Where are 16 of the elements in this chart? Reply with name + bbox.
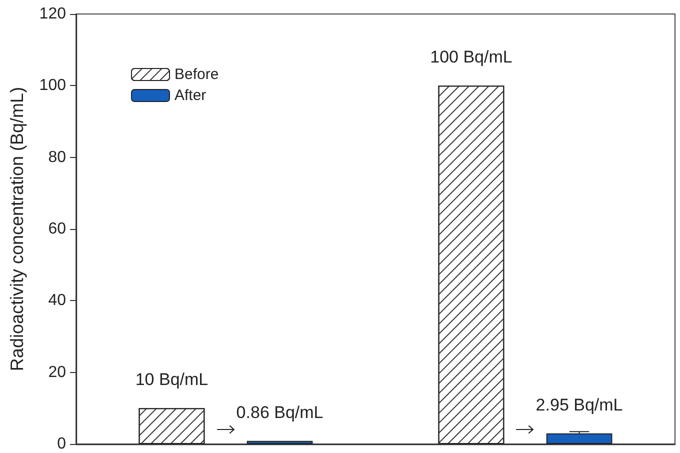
data-label: 100 Bq/mL xyxy=(430,48,512,67)
y-tick-label: 20 xyxy=(48,364,66,381)
y-tick-label: 80 xyxy=(48,148,66,166)
y-tick-label: 0 xyxy=(57,436,66,452)
legend-label: After xyxy=(174,87,206,104)
y-axis-title: Radioactivity concentration (Bq/mL) xyxy=(7,86,27,372)
y-tick-label: 120 xyxy=(39,6,66,22)
bar xyxy=(246,440,313,444)
y-tick-label: 40 xyxy=(48,292,66,310)
data-label: 0.86 Bq/mL xyxy=(236,402,324,422)
y-tick-label: 60 xyxy=(48,220,66,238)
data-label: 10 Bq/mL xyxy=(135,370,208,390)
data-label: 2.95 Bq/mL xyxy=(536,395,623,414)
y-tick-label: 100 xyxy=(39,77,66,94)
bar xyxy=(546,433,612,444)
legend-label: Before xyxy=(174,66,219,83)
